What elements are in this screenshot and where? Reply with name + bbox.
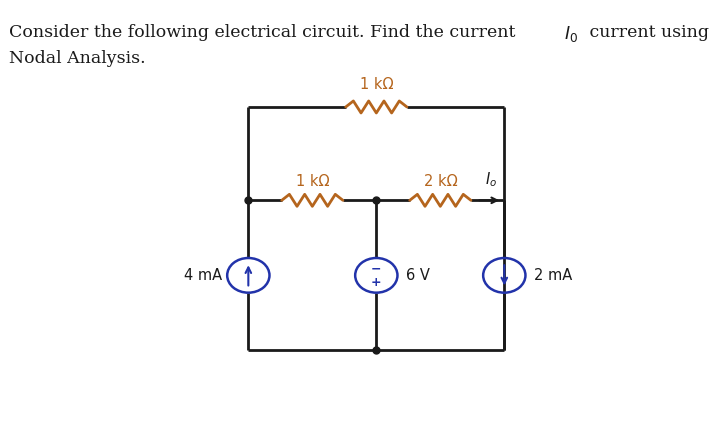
Text: current using: current using <box>584 24 709 41</box>
Text: +: + <box>371 276 382 289</box>
Text: −: − <box>371 262 381 275</box>
Text: $\mathit{I_o}$: $\mathit{I_o}$ <box>485 170 497 189</box>
Text: $\mathit{I_0}$: $\mathit{I_0}$ <box>564 24 578 44</box>
Text: 6 V: 6 V <box>406 268 429 283</box>
Text: 1 kΩ: 1 kΩ <box>296 174 329 189</box>
Text: 1 kΩ: 1 kΩ <box>360 77 393 92</box>
Text: 2 kΩ: 2 kΩ <box>424 174 457 189</box>
Text: 2 mA: 2 mA <box>533 268 572 283</box>
Text: 4 mA: 4 mA <box>184 268 222 283</box>
Text: Nodal Analysis.: Nodal Analysis. <box>9 50 146 67</box>
Text: Consider the following electrical circuit. Find the current: Consider the following electrical circui… <box>9 24 521 41</box>
